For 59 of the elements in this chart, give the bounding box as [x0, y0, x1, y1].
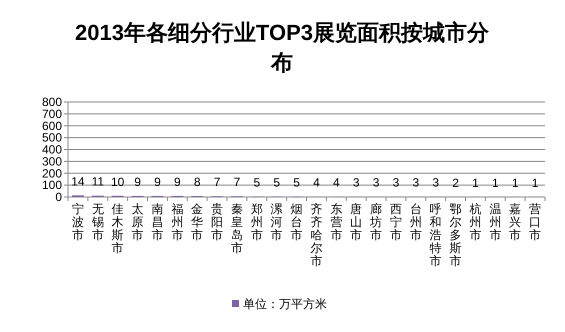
y-tick-label: 400 — [42, 142, 62, 156]
data-label: 10 — [111, 174, 125, 189]
x-tick-label: 南昌市 — [151, 202, 164, 242]
x-tick-label: 呼和浩特市 — [430, 202, 442, 268]
x-tick-label: 杭州市 — [468, 202, 482, 242]
data-label: 3 — [352, 176, 360, 190]
data-label: 11 — [92, 174, 104, 189]
y-tick-label: 700 — [42, 106, 62, 121]
data-label: 1 — [492, 176, 499, 190]
data-label: 7 — [214, 175, 221, 190]
y-tick-label: 300 — [42, 154, 62, 168]
x-tick-label: 温州市 — [489, 202, 502, 242]
data-label: 14 — [71, 174, 85, 188]
x-tick-label: 西宁市 — [390, 202, 402, 242]
x-tick-label: 唐山市 — [350, 202, 362, 242]
legend-label: 单位：万平方米 — [243, 297, 327, 311]
x-tick-label: 漯河市 — [270, 202, 283, 242]
data-label: 5 — [293, 175, 300, 190]
x-tick-label: 廊坊市 — [369, 202, 382, 242]
x-tick-label: 金华市 — [191, 202, 204, 242]
y-tick-label: 600 — [42, 118, 62, 133]
y-tick-label: 200 — [42, 166, 62, 180]
data-label: 3 — [412, 176, 420, 190]
data-label: 9 — [134, 174, 142, 189]
x-tick-label: 福州市 — [171, 202, 184, 242]
x-tick-label: 无锡市 — [90, 202, 104, 242]
y-tick-label: 0 — [55, 190, 62, 204]
x-tick-label: 烟台市 — [290, 202, 303, 242]
data-label: 3 — [372, 176, 380, 190]
x-tick-label: 贵阳市 — [211, 202, 224, 242]
data-label: 1 — [512, 176, 519, 190]
data-label: 5 — [273, 175, 280, 190]
x-tick-label: 佳木斯市 — [112, 202, 124, 255]
data-label: 2 — [452, 176, 460, 190]
data-label: 4 — [332, 176, 340, 190]
x-tick-label: 东营市 — [330, 202, 342, 242]
data-label: 8 — [194, 175, 201, 190]
x-tick-label: 郑州市 — [250, 202, 263, 242]
data-label: 9 — [174, 174, 181, 189]
data-label: 1 — [472, 176, 480, 190]
x-tick-label: 齐齐哈尔市 — [310, 202, 322, 268]
data-label: 3 — [392, 176, 400, 190]
x-tick-label: 宁波市 — [72, 202, 84, 242]
data-label: 7 — [234, 175, 241, 190]
data-label: 3 — [432, 176, 440, 190]
y-tick-label: 500 — [42, 130, 62, 145]
chart-title: 2013年各细分行业TOP3展览面积按城市分布 — [74, 20, 490, 75]
y-tick-label: 100 — [42, 178, 62, 192]
x-tick-label: 秦皇岛市 — [230, 202, 243, 255]
x-tick-label: 台州市 — [410, 202, 422, 242]
data-label: 9 — [154, 174, 162, 189]
data-label: 1 — [532, 176, 539, 190]
x-tick-label: 营口市 — [529, 202, 542, 242]
x-tick-label: 鄂尔多斯市 — [450, 202, 462, 268]
data-label: 4 — [313, 176, 320, 190]
y-tick-label: 800 — [42, 95, 62, 109]
x-tick-label: 太原市 — [132, 202, 144, 242]
data-label: 5 — [253, 175, 260, 190]
x-tick-label: 嘉兴市 — [509, 202, 522, 242]
